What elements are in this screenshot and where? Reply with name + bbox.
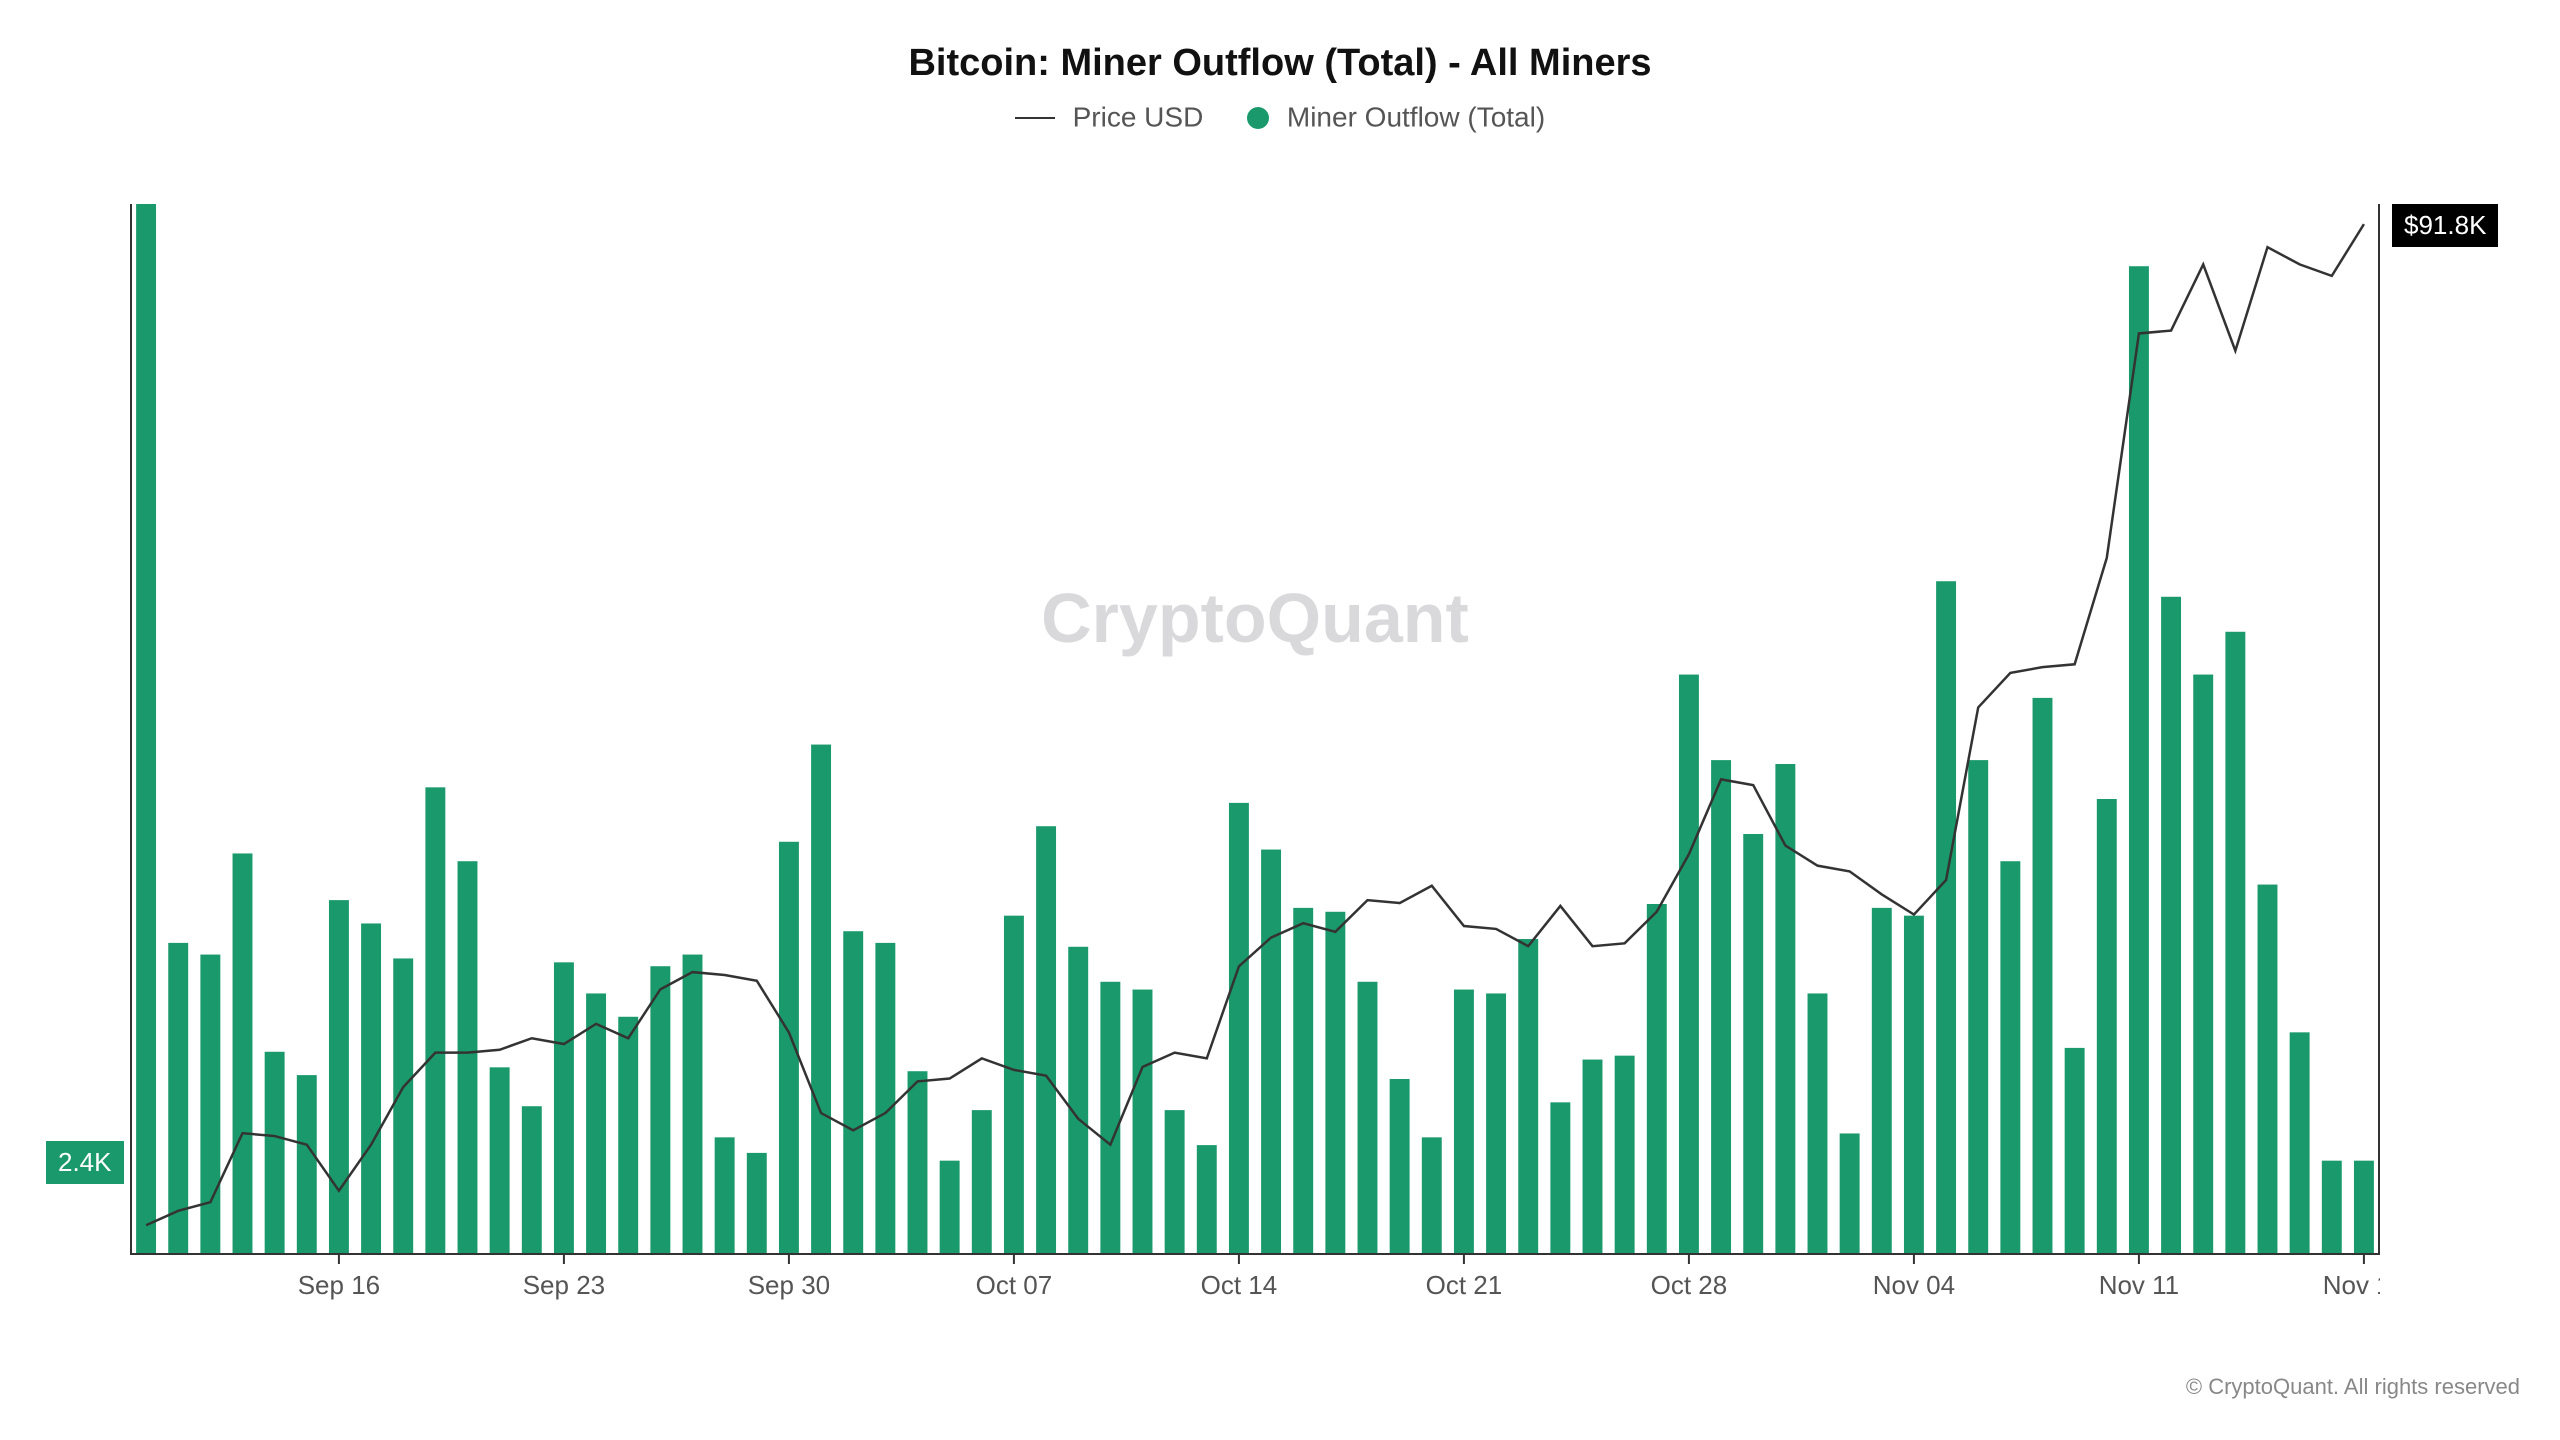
bar (1229, 803, 1249, 1254)
svg-text:Sep 30: Sep 30 (748, 1270, 830, 1300)
chart-legend: Price USD Miner Outflow (Total) (0, 100, 2560, 134)
chart-container: Bitcoin: Miner Outflow (Total) - All Min… (0, 0, 2560, 1440)
bar (2161, 597, 2181, 1254)
bar (2065, 1048, 2085, 1254)
bar (136, 204, 156, 1254)
credit-text: © CryptoQuant. All rights reserved (2186, 1374, 2520, 1400)
bar (940, 1161, 960, 1254)
bar (1936, 581, 1956, 1254)
bar (1775, 764, 1795, 1254)
bar (1808, 993, 1828, 1254)
bar (1647, 904, 1667, 1254)
bar (168, 943, 188, 1254)
bar (875, 943, 895, 1254)
left-axis-badge: 2.4K (46, 1141, 124, 1184)
bar (1743, 834, 1763, 1254)
bar (2322, 1161, 2342, 1254)
bar (393, 958, 413, 1254)
svg-text:Sep 16: Sep 16 (298, 1270, 380, 1300)
bar (1133, 990, 1153, 1254)
bar (458, 861, 478, 1254)
bar (265, 1052, 285, 1254)
bar (297, 1075, 317, 1254)
bar (2000, 861, 2020, 1254)
bar (2258, 885, 2278, 1254)
bar (1518, 939, 1538, 1254)
bar (425, 787, 445, 1254)
bar (329, 900, 349, 1254)
bar (1100, 982, 1120, 1254)
bar (2129, 266, 2149, 1254)
bar (747, 1153, 767, 1254)
chart-title: Bitcoin: Miner Outflow (Total) - All Min… (0, 42, 2560, 85)
bar (908, 1071, 928, 1254)
bar (361, 923, 381, 1254)
bar (554, 962, 574, 1254)
bar (1197, 1145, 1217, 1254)
bar (1615, 1056, 1635, 1254)
bar (1261, 850, 1281, 1254)
bar (1711, 760, 1731, 1254)
bar (522, 1106, 542, 1254)
legend-line-swatch (1015, 117, 1055, 119)
legend-series1-label: Price USD (1073, 102, 1204, 133)
bar (683, 955, 703, 1254)
svg-text:Nov 11: Nov 11 (2099, 1270, 2179, 1300)
bar (1422, 1137, 1442, 1254)
bar (233, 853, 253, 1254)
bar (1358, 982, 1378, 1254)
svg-text:Oct 28: Oct 28 (1651, 1270, 1728, 1300)
bar (715, 1137, 735, 1254)
bar (1486, 993, 1506, 1254)
bar (1583, 1060, 1603, 1254)
bar (2193, 675, 2213, 1254)
svg-text:Oct 07: Oct 07 (976, 1270, 1053, 1300)
bar (490, 1067, 510, 1254)
svg-text:CryptoQuant: CryptoQuant (1041, 579, 1469, 657)
bar (1872, 908, 1892, 1254)
bar (1454, 990, 1474, 1254)
svg-text:Nov 04: Nov 04 (1873, 1270, 1955, 1300)
bar (1904, 916, 1924, 1254)
bar (1968, 760, 1988, 1254)
bar (618, 1017, 638, 1254)
bar (843, 931, 863, 1254)
svg-text:Oct 21: Oct 21 (1426, 1270, 1503, 1300)
svg-text:Sep 23: Sep 23 (523, 1270, 605, 1300)
bar (1036, 826, 1056, 1254)
bar (811, 745, 831, 1254)
bar (972, 1110, 992, 1254)
bar (1293, 908, 1313, 1254)
right-axis-badge: $91.8K (2392, 204, 2498, 247)
bar (1165, 1110, 1185, 1254)
svg-text:Nov 18: Nov 18 (2323, 1270, 2380, 1300)
bar (586, 993, 606, 1254)
bar (1550, 1102, 1570, 1254)
bar (2354, 1161, 2374, 1254)
svg-text:Oct 14: Oct 14 (1201, 1270, 1278, 1300)
plot-area: CryptoQuant02.5K5K7.5K10K12.5K15K17.5K20… (130, 204, 2380, 1308)
bar (200, 955, 220, 1254)
bar (1004, 916, 1024, 1254)
bar (2225, 632, 2245, 1254)
legend-dot-swatch (1247, 107, 1269, 129)
bar (1840, 1133, 1860, 1254)
price-line (146, 224, 2364, 1225)
bar (2033, 698, 2053, 1254)
chart-svg: CryptoQuant02.5K5K7.5K10K12.5K15K17.5K20… (130, 204, 2380, 1308)
legend-series2-label: Miner Outflow (Total) (1287, 102, 1545, 133)
bar (2097, 799, 2117, 1254)
bar (2290, 1032, 2310, 1254)
bar (1679, 675, 1699, 1254)
bar (1068, 947, 1088, 1254)
bar (650, 966, 670, 1254)
bar (1390, 1079, 1410, 1254)
bar (1325, 912, 1345, 1254)
